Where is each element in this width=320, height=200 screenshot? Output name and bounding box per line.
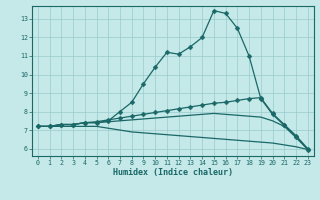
X-axis label: Humidex (Indice chaleur): Humidex (Indice chaleur)	[113, 168, 233, 177]
